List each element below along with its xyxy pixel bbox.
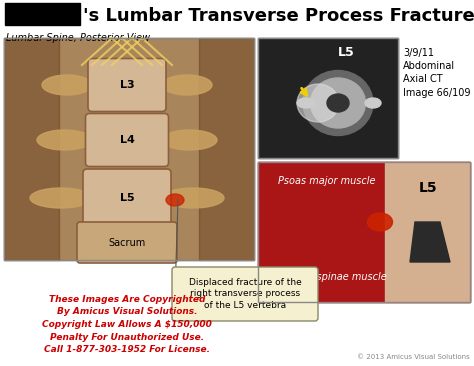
FancyBboxPatch shape (85, 113, 168, 167)
Text: Displaced fracture of the
right transverse process
of the L5 vertebra: Displaced fracture of the right transver… (189, 278, 301, 310)
Bar (4, 38, 254, 260)
Text: Erector spinae muscle: Erector spinae muscle (278, 272, 387, 282)
Bar (4, 38, 254, 260)
FancyBboxPatch shape (77, 222, 177, 263)
Ellipse shape (162, 130, 217, 150)
Text: L5: L5 (120, 193, 134, 203)
Bar (258, 162, 470, 302)
Ellipse shape (303, 71, 373, 135)
Text: Lumbar Spine, Posterior View: Lumbar Spine, Posterior View (6, 33, 150, 43)
Ellipse shape (30, 188, 92, 208)
Bar (258, 38, 398, 158)
Bar (4, 38, 59, 260)
Ellipse shape (327, 94, 349, 112)
Ellipse shape (162, 75, 212, 95)
Bar (258, 162, 470, 302)
Text: L3: L3 (120, 80, 134, 90)
FancyBboxPatch shape (172, 267, 318, 321)
Bar (4, 38, 254, 260)
Ellipse shape (162, 188, 224, 208)
Bar (199, 38, 254, 260)
Bar (258, 162, 470, 302)
Text: L4: L4 (119, 135, 135, 145)
Bar (385, 162, 470, 302)
Ellipse shape (42, 75, 92, 95)
Ellipse shape (297, 84, 339, 122)
Ellipse shape (166, 194, 184, 206)
Text: These Images Are Copyrighted
By Amicus Visual Solutions.
Copyright Law Allows A : These Images Are Copyrighted By Amicus V… (42, 295, 212, 354)
Ellipse shape (297, 98, 315, 108)
Bar (258, 38, 398, 158)
Ellipse shape (365, 98, 381, 108)
Text: L5: L5 (337, 46, 355, 59)
FancyBboxPatch shape (88, 59, 166, 112)
Ellipse shape (310, 78, 365, 128)
FancyBboxPatch shape (83, 169, 171, 227)
Polygon shape (410, 222, 450, 262)
Text: Psoas major muscle: Psoas major muscle (278, 176, 375, 186)
Text: Sacrum: Sacrum (109, 238, 146, 248)
Ellipse shape (37, 130, 92, 150)
Text: 's Lumbar Transverse Process Fracture: 's Lumbar Transverse Process Fracture (83, 7, 474, 25)
Text: 3/9/11
Abdominal
Axial CT
Image 66/109: 3/9/11 Abdominal Axial CT Image 66/109 (403, 48, 471, 98)
Ellipse shape (367, 213, 392, 231)
Text: © 2013 Amicus Visual Solutions: © 2013 Amicus Visual Solutions (357, 354, 470, 360)
Text: L5: L5 (419, 181, 438, 195)
Bar (5, 3, 80, 25)
